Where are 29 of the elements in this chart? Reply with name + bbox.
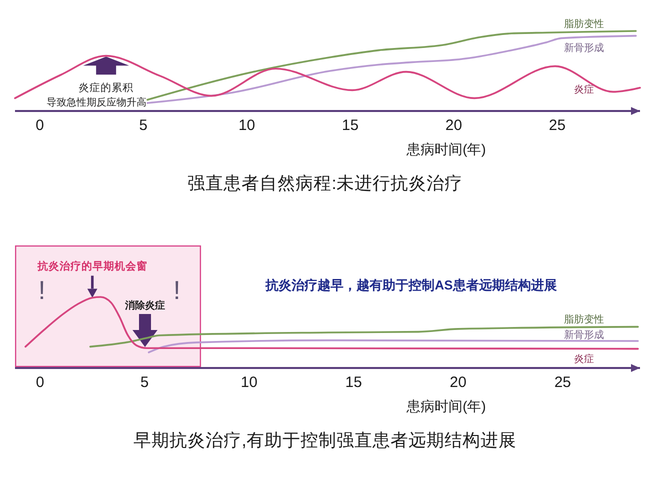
title: 早期抗炎治疗,有助于控制强直患者远期结构进展 <box>134 430 516 450</box>
annotation: 炎症的累积 <box>78 82 134 94</box>
x-tick-label: 0 <box>36 374 44 391</box>
annotation: 抗炎治疗的早期机会窗 <box>37 260 148 273</box>
x-tick-label: 20 <box>445 117 462 134</box>
series-label: 新骨形成 <box>564 42 604 54</box>
x-tick-label: 25 <box>554 374 571 391</box>
annotation: 抗炎治疗越早，越有助于控制AS患者远期结构进展 <box>266 278 557 293</box>
x-tick-label: 15 <box>345 374 362 391</box>
x-tick-label: 0 <box>36 117 44 134</box>
x-axis-title: 患病时间(年) <box>406 141 486 157</box>
x-axis-title: 患病时间(年) <box>406 398 486 414</box>
x-tick-label: 25 <box>548 117 566 134</box>
x-tick-label: 20 <box>450 374 466 391</box>
series-label: 脂肪变性 <box>564 18 604 30</box>
title: 强直患者自然病程:未进行抗炎治疗 <box>188 173 462 193</box>
series-label: 脂肪变性 <box>564 314 604 326</box>
annotation: 导致急性期反应物升高 <box>46 97 146 108</box>
annotation: ! <box>173 274 180 305</box>
x-tick-label: 10 <box>238 117 256 134</box>
series-label: 新骨形成 <box>564 330 604 341</box>
x-tick-label: 15 <box>342 117 359 134</box>
x-tick-label: 5 <box>139 117 148 134</box>
x-tick-label: 5 <box>140 374 149 391</box>
annotation: ! <box>38 274 46 305</box>
series-label: 炎症 <box>574 354 594 366</box>
x-tick-label: 10 <box>240 374 258 391</box>
annotation: 消除炎症 <box>125 300 165 312</box>
series-label: 炎症 <box>574 84 594 96</box>
